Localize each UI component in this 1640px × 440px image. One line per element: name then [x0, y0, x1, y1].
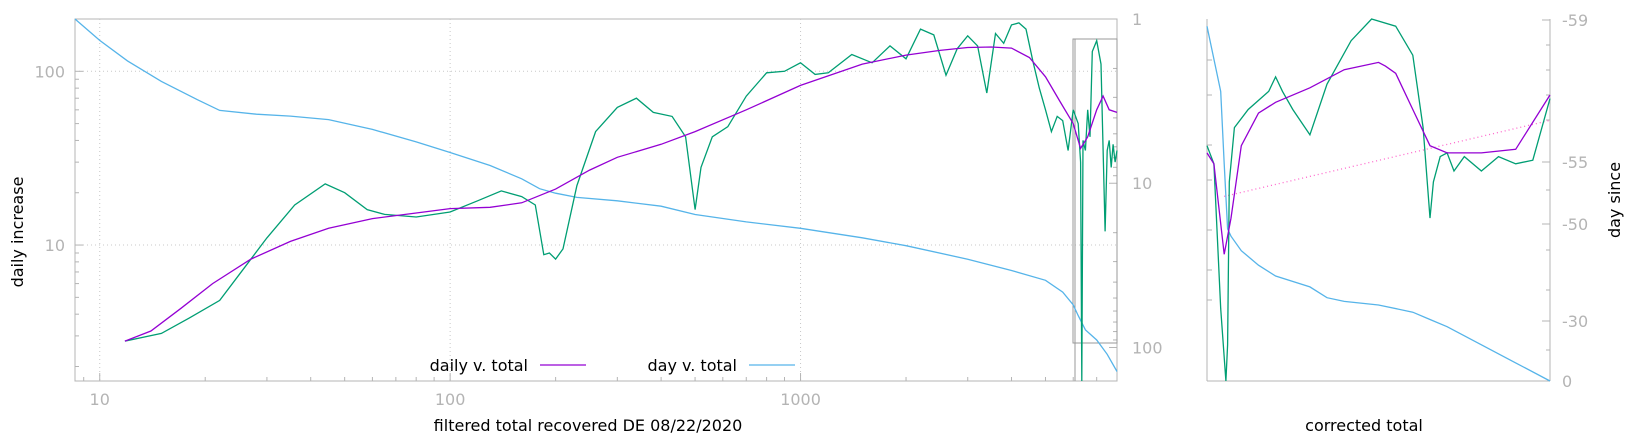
corrected-series-day-since: [1206, 26, 1551, 382]
corrected-plot: -59 -55 -50 -30 0: [1206, 11, 1588, 391]
corrected-series-smoothed: [1206, 61, 1551, 255]
zoom-box: [1072, 38, 1118, 344]
corrected-series-raw: [1206, 18, 1551, 382]
x-tick-label: 10: [90, 390, 110, 409]
y-tick-label: 10: [45, 236, 65, 255]
y2-tick-label: 100: [1132, 338, 1163, 357]
legend-label-day: day v. total: [648, 356, 738, 375]
y-tick-label: 100: [34, 62, 65, 81]
main-plot: 10 100 1000 10 100 1 10 100: [34, 10, 1162, 409]
corrected-y2-tick-label: -50: [1562, 215, 1588, 234]
y-axis-label: daily increase: [8, 177, 27, 288]
plot-frame: [74, 18, 1118, 382]
x-tick-label: 100: [435, 390, 466, 409]
series-line-raw-daily: [124, 22, 1118, 382]
x-tick-label: 1000: [780, 390, 821, 409]
corrected-y2-tick-label: -55: [1562, 153, 1588, 172]
y2-axis-label-day-since: day since: [1605, 162, 1624, 238]
series-line-daily-v-total: [124, 46, 1118, 342]
x-axis-label-corrected: corrected total: [1305, 416, 1423, 435]
corrected-y2-tick-label: -30: [1562, 312, 1588, 331]
series-line-day-v-total: [74, 18, 1118, 372]
x-axis-label: filtered total recovered DE 08/22/2020: [434, 416, 743, 435]
y2-tick-label: 10: [1132, 174, 1152, 193]
y2-tick-label: 1: [1132, 10, 1142, 29]
corrected-y2-tick-label: 0: [1562, 372, 1572, 391]
corrected-y2-tick-label: -59: [1562, 11, 1588, 30]
legend-label-daily: daily v. total: [430, 356, 528, 375]
